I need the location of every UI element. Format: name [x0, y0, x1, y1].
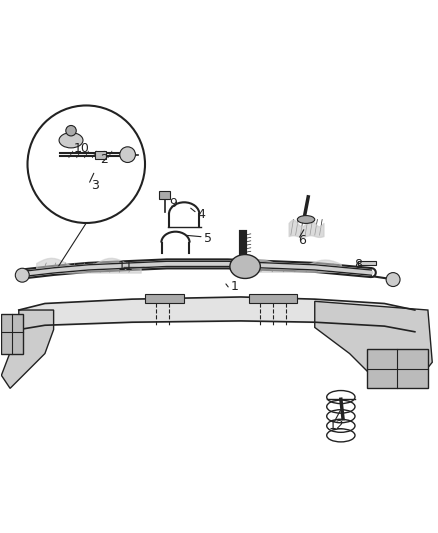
Text: 3: 3 [91, 180, 99, 192]
Bar [145, 294, 184, 303]
Text: 9: 9 [170, 197, 177, 210]
Bar [159, 191, 170, 199]
Bar [250, 294, 297, 303]
Text: 12: 12 [328, 419, 344, 432]
Text: 8: 8 [354, 258, 362, 271]
Text: 4: 4 [198, 208, 205, 221]
Text: 5: 5 [204, 232, 212, 245]
Bar [95, 151, 106, 158]
Text: 11: 11 [117, 260, 133, 273]
Text: 6: 6 [298, 234, 306, 247]
Text: 2: 2 [100, 154, 108, 166]
Bar [1, 314, 23, 353]
Bar [367, 349, 428, 389]
Circle shape [120, 147, 135, 163]
Polygon shape [315, 301, 432, 384]
Circle shape [386, 272, 400, 287]
Text: 10: 10 [74, 142, 90, 156]
Ellipse shape [59, 133, 83, 148]
Text: 1: 1 [230, 280, 238, 293]
Polygon shape [1, 310, 53, 389]
Ellipse shape [297, 215, 315, 223]
Circle shape [66, 125, 76, 136]
Ellipse shape [230, 255, 260, 278]
Circle shape [15, 268, 29, 282]
Bar [358, 261, 376, 265]
